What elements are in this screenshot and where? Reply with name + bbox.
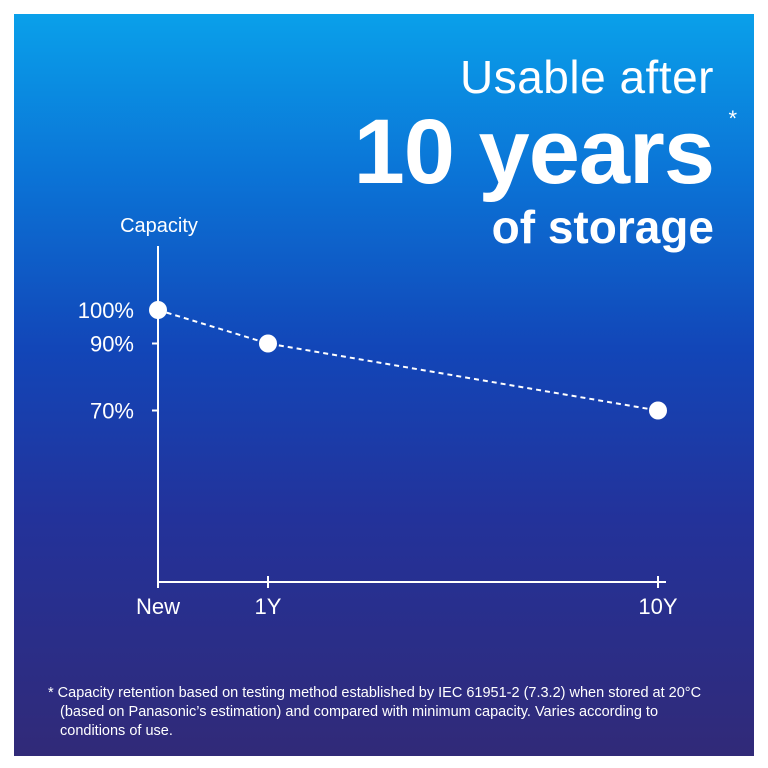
x-tick-label: 1Y	[255, 594, 282, 619]
y-tick-label: 70%	[90, 399, 134, 424]
headline-line-1: Usable after	[459, 51, 714, 103]
x-ticks: New 1Y 10Y	[136, 576, 678, 619]
headline-line-3: of storage	[491, 201, 714, 253]
y-axis-label: Capacity	[120, 215, 198, 237]
headline-asterisk: *	[728, 106, 737, 131]
y-ticks: 100% 90% 70%	[78, 298, 158, 424]
series-points	[149, 301, 667, 420]
x-tick-label: 10Y	[638, 594, 677, 619]
y-tick-label: 90%	[90, 332, 134, 357]
headline-line-2-text: 10 years	[353, 101, 715, 203]
infographic-panel: Usable after 10 years * of storage Capac…	[14, 14, 754, 756]
x-tick-label: New	[136, 594, 180, 619]
capacity-chart: Capacity 100% 90% 70% New 1Y 10Y	[78, 215, 678, 619]
data-point	[259, 334, 277, 353]
headline-line-2: 10 years *	[354, 106, 737, 198]
headline: Usable after 10 years * of storage	[354, 51, 737, 253]
series-line	[157, 309, 659, 412]
footnote: * Capacity retention based on testing me…	[48, 685, 702, 739]
y-tick-label: 100%	[78, 298, 134, 323]
data-point	[149, 301, 167, 319]
data-point	[649, 401, 667, 420]
